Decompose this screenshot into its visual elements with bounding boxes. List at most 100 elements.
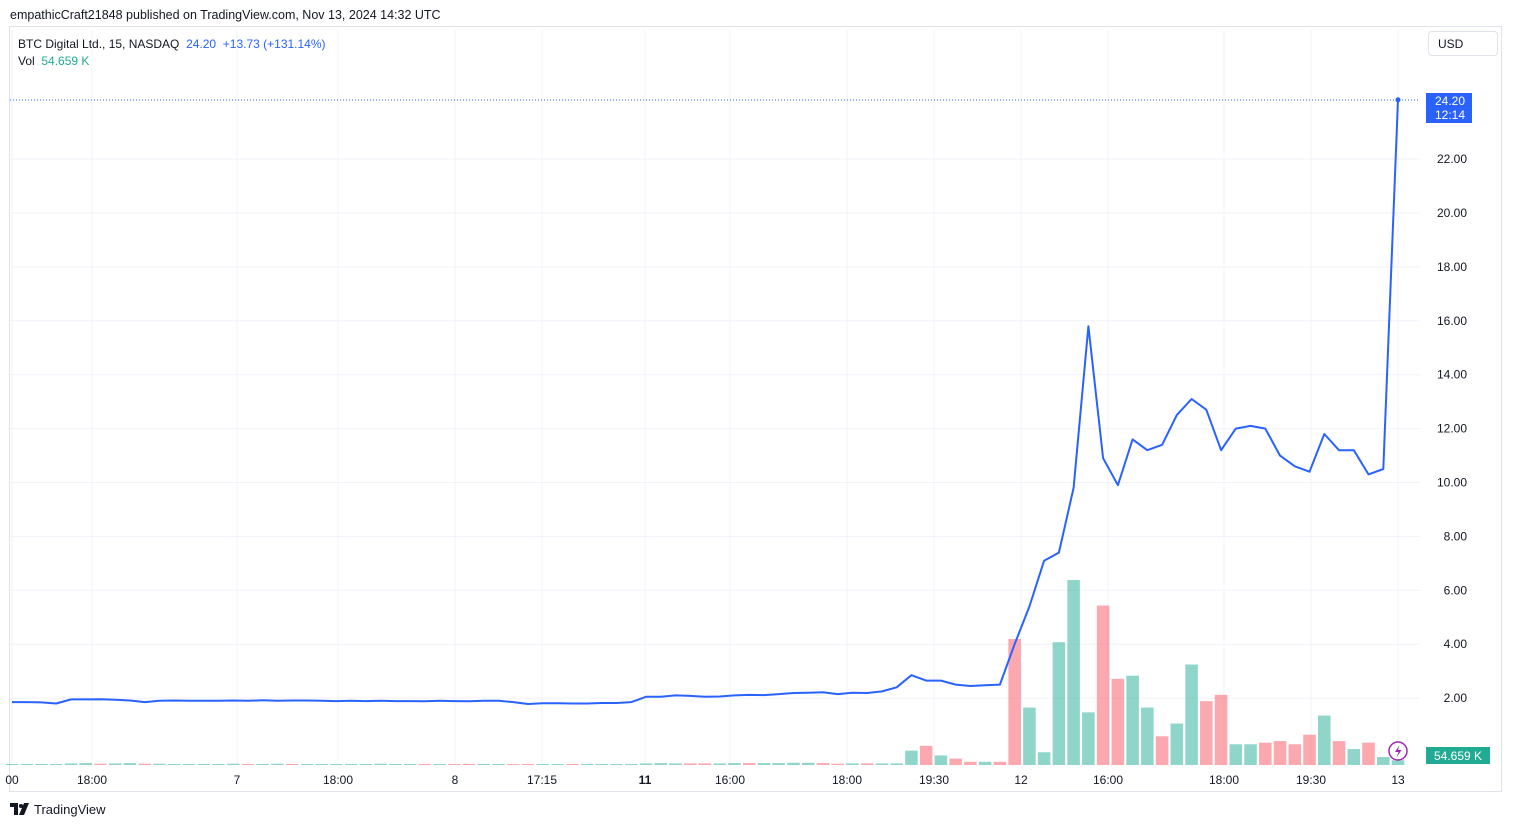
volume-bar bbox=[20, 764, 34, 765]
last-price-dot bbox=[1395, 97, 1401, 103]
volume-bar bbox=[226, 763, 240, 765]
volume-bar bbox=[1229, 744, 1243, 765]
footer-branding[interactable]: TradingView bbox=[10, 802, 106, 817]
volume-bar bbox=[1318, 715, 1331, 765]
published-by-line: empathicCraft21848 published on TradingV… bbox=[10, 8, 441, 22]
volume-bar bbox=[1155, 736, 1169, 765]
volume-bar bbox=[801, 762, 815, 765]
volume-bar bbox=[787, 762, 800, 765]
y-tick-label: 16.00 bbox=[1437, 314, 1467, 328]
volume-bar bbox=[1259, 742, 1272, 765]
volume-bar bbox=[153, 763, 166, 765]
x-tick-label: 8 bbox=[452, 773, 459, 787]
volume-bar bbox=[875, 763, 889, 765]
volume-bar bbox=[551, 764, 564, 765]
volume-bar bbox=[610, 764, 623, 765]
y-tick-label: 6.00 bbox=[1444, 583, 1468, 597]
volume-bar bbox=[625, 764, 638, 765]
volume-bar bbox=[448, 764, 461, 765]
volume-bar bbox=[1214, 694, 1228, 765]
volume-bar bbox=[595, 764, 609, 765]
volume-bar bbox=[492, 764, 505, 765]
volume-bar bbox=[639, 763, 653, 765]
volume-bar bbox=[1052, 642, 1066, 765]
volume-bar bbox=[1037, 752, 1051, 765]
y-tick-label: 4.00 bbox=[1444, 637, 1468, 651]
x-tick-label: 17:15 bbox=[527, 773, 557, 787]
volume-bar bbox=[1244, 744, 1257, 765]
bar-countdown: 12:14 bbox=[1435, 108, 1465, 122]
x-tick-label: 16:00 bbox=[1093, 773, 1123, 787]
volume-bar bbox=[477, 764, 491, 765]
volume-bar bbox=[300, 764, 314, 765]
volume-bar bbox=[359, 764, 373, 765]
volume-bar bbox=[742, 763, 756, 765]
volume-bar bbox=[507, 764, 520, 765]
volume-bar bbox=[1200, 701, 1213, 765]
volume-bar bbox=[197, 764, 210, 765]
footer-brand: TradingView bbox=[34, 802, 106, 817]
volume-bar bbox=[978, 761, 992, 765]
x-tick-label: 18:00 bbox=[832, 773, 862, 787]
volume-badge: 54.659 K bbox=[1426, 747, 1490, 764]
y-tick-label: 20.00 bbox=[1437, 206, 1467, 220]
volume-bar bbox=[816, 763, 830, 765]
volume-bar bbox=[315, 764, 328, 765]
currency-button[interactable]: USD bbox=[1428, 31, 1498, 56]
time-axis[interactable]: 00 18:00 7 18:00 8 17:15 11 16:00 18:00 19:30 12 16… bbox=[5, 773, 1405, 787]
volume-bar bbox=[1391, 760, 1405, 765]
volume-bar bbox=[123, 763, 137, 765]
last-price-badge: 24.20 12:14 bbox=[1426, 93, 1472, 123]
price-axis[interactable]: 2.00 4.00 6.00 8.00 10.00 12.00 14.00 16.00 18.0… bbox=[1437, 152, 1467, 705]
tradingview-logo-icon bbox=[10, 802, 29, 815]
volume-bar bbox=[728, 763, 741, 765]
legend-volume-row: Vol 54.659 K bbox=[18, 53, 326, 70]
legend-vol-label[interactable]: Vol bbox=[18, 54, 35, 68]
x-tick-label: 13 bbox=[1391, 773, 1405, 787]
x-tick-label: 00 bbox=[5, 773, 19, 787]
volume-bars bbox=[5, 580, 1405, 765]
volume-bar bbox=[757, 763, 771, 765]
volume-bar bbox=[167, 764, 181, 765]
x-tick-label: 12 bbox=[1014, 773, 1028, 787]
volume-bar bbox=[374, 763, 387, 765]
volume-bar bbox=[919, 745, 933, 765]
volume-bar bbox=[1376, 757, 1390, 765]
volume-badge-value: 54.659 K bbox=[1434, 749, 1482, 763]
volume-bar bbox=[1111, 678, 1125, 765]
x-tick-label: 11 bbox=[639, 773, 652, 787]
x-tick-label: 7 bbox=[234, 773, 241, 787]
volume-bar bbox=[580, 764, 594, 765]
volume-bar bbox=[64, 763, 78, 765]
volume-bar bbox=[1273, 741, 1287, 765]
volume-bar bbox=[536, 764, 550, 765]
volume-bar bbox=[1288, 744, 1302, 765]
legend-symbol[interactable]: BTC Digital Ltd., 15, NASDAQ bbox=[18, 37, 180, 51]
volume-bar bbox=[934, 755, 948, 765]
volume-bar bbox=[1362, 742, 1375, 765]
volume-bar bbox=[285, 764, 299, 765]
volume-bar bbox=[698, 763, 712, 765]
volume-bar bbox=[138, 763, 151, 765]
volume-bar bbox=[772, 763, 785, 765]
volume-bar bbox=[256, 764, 269, 765]
volume-bar bbox=[1185, 664, 1198, 765]
volume-bar bbox=[94, 763, 107, 765]
lightning-icon[interactable] bbox=[1388, 741, 1408, 761]
volume-bar bbox=[654, 763, 668, 765]
legend-vol-value: 54.659 K bbox=[41, 54, 90, 68]
last-price-value: 24.20 bbox=[1435, 94, 1465, 108]
x-tick-label: 16:00 bbox=[715, 773, 745, 787]
volume-bar bbox=[389, 764, 402, 765]
volume-bar bbox=[669, 763, 682, 765]
y-tick-label: 12.00 bbox=[1437, 422, 1467, 436]
chart-legend: BTC Digital Ltd., 15, NASDAQ 24.20 +13.7… bbox=[18, 36, 326, 70]
volume-bar bbox=[271, 763, 284, 765]
volume-bar bbox=[1023, 707, 1036, 765]
y-tick-label: 8.00 bbox=[1444, 529, 1468, 543]
volume-bar bbox=[1347, 749, 1361, 765]
price-line bbox=[12, 99, 1399, 705]
volume-bar bbox=[1067, 580, 1080, 765]
legend-last-price: 24.20 bbox=[186, 37, 217, 51]
